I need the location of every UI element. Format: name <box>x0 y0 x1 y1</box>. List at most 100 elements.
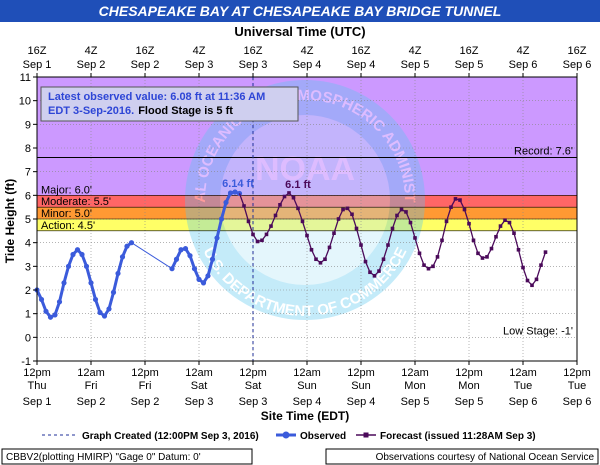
forecast-point <box>318 260 323 265</box>
x-axis-title: Site Time (EDT) <box>261 409 349 423</box>
y-tick-label: 11 <box>20 72 31 84</box>
forecast-point <box>422 263 426 267</box>
observed-point <box>43 308 49 314</box>
forecast-point <box>372 274 377 278</box>
observed-point <box>106 306 112 312</box>
top-tick-time-label: 16Z <box>244 45 263 57</box>
x-tick-date-label: Sep 6 <box>563 396 592 408</box>
forecast-point <box>255 239 260 244</box>
y-tick-label: 3 <box>25 261 31 273</box>
forecast-point <box>408 220 413 225</box>
action-label: Action: 4.5' <box>41 220 95 232</box>
latest-observed-box-frame <box>40 86 299 122</box>
observed-point <box>196 276 202 282</box>
top-tick-date-label: Sep 5 <box>401 59 430 71</box>
observed-point <box>223 199 229 206</box>
forecast-point <box>471 238 476 243</box>
forecast-point <box>431 264 435 269</box>
x-tick-time-label: 12am <box>77 367 105 379</box>
observed-point <box>65 263 72 269</box>
forecast-point <box>480 256 485 260</box>
observed-point <box>128 240 135 246</box>
grid-lines <box>37 77 577 361</box>
x-tick-date-label: Sep 3 <box>239 396 268 408</box>
y-tick-label: 5 <box>25 214 31 226</box>
top-tick-time-label: 16Z <box>136 45 155 57</box>
flood-stage-note: Flood Stage is 5 ft <box>138 105 233 117</box>
observed-point <box>232 189 238 195</box>
observed-point <box>52 312 58 318</box>
top-tick-time-label: 16Z <box>352 45 371 57</box>
forecast-point <box>381 257 386 262</box>
forecast-point <box>503 218 507 222</box>
y-tick-label: 8 <box>25 143 31 155</box>
forecast-point <box>296 206 300 211</box>
observed-point <box>74 247 81 253</box>
forecast-point <box>534 277 539 282</box>
x-tick-time-label: 12pm <box>455 367 483 379</box>
x-tick-day-label: Mon <box>404 380 425 392</box>
y-tick-label: 0 <box>25 332 31 344</box>
observed-point <box>124 243 130 249</box>
x-tick-day-label: Sat <box>191 380 208 392</box>
y-tick-label: 9 <box>25 119 31 131</box>
forecast-point <box>444 219 449 224</box>
credit-box <box>325 448 599 465</box>
observed-point <box>200 280 207 286</box>
forecast-point <box>305 233 309 238</box>
forecast-point <box>458 198 462 202</box>
forecast-point <box>350 212 354 217</box>
observed-point <box>88 280 94 286</box>
x-tick-time-label: 12pm <box>23 367 51 379</box>
top-tick-date-label: Sep 2 <box>77 59 106 71</box>
forecast-point <box>467 221 471 226</box>
forecast-point <box>521 265 525 270</box>
forecast-point <box>512 231 516 235</box>
legend-observed-label: Observed <box>300 431 346 442</box>
data-series <box>34 189 548 320</box>
x-tick-time-label: 12am <box>401 367 429 379</box>
top-tick-date-label: Sep 4 <box>347 59 376 71</box>
forecast-point <box>413 236 417 240</box>
forecast-point <box>516 247 521 252</box>
forecast-point <box>251 232 255 237</box>
forecast-point <box>309 247 314 252</box>
legend-created-label: Graph Created (12:00PM Sep 3, 2016) <box>82 431 259 442</box>
top-tick-date-label: Sep 3 <box>239 59 268 71</box>
legend-observed-marker <box>282 431 290 439</box>
credit-text: Observations courtesy of National Ocean … <box>376 452 595 463</box>
forecast-point <box>359 243 363 247</box>
forecast-point <box>287 191 291 195</box>
top-tick-time-label: 16Z <box>28 45 47 57</box>
forecast-point <box>377 269 381 273</box>
top-tick-time-label: 4Z <box>517 45 530 57</box>
observed-point <box>56 299 63 305</box>
x-tick-day-label: Mon <box>458 380 479 392</box>
observed-gap-line <box>131 242 173 270</box>
x-tick-date-label: Sep 2 <box>131 396 160 408</box>
top-tick-date-label: Sep 3 <box>185 59 214 71</box>
minor-label: Minor: 5.0' <box>41 208 92 220</box>
x-tick-date-label: Sep 5 <box>455 396 484 408</box>
footer: CBBV2(plotting HMIRP) "Gage 0" Datum: 0'… <box>1 448 599 465</box>
forecast-point <box>278 203 282 207</box>
top-tick-date-label: Sep 4 <box>293 59 322 71</box>
x-tick-time-label: 12pm <box>563 367 591 379</box>
top-axis-title: Universal Time (UTC) <box>234 24 365 39</box>
forecast-point <box>323 257 327 262</box>
forecast-point <box>354 226 359 231</box>
forecast-point <box>476 251 480 256</box>
observed-point <box>79 251 85 258</box>
forecast-point <box>363 259 368 264</box>
forecast-point <box>449 205 453 209</box>
y-axis-title: Tide Height (ft) <box>3 179 17 263</box>
forecast-point <box>525 278 530 283</box>
x-tick-time-label: 12pm <box>347 367 375 379</box>
forecast-point <box>404 210 408 214</box>
forecast-point <box>246 219 251 224</box>
forecast-point <box>314 257 318 262</box>
observed-point <box>101 313 108 319</box>
forecast-point <box>327 245 332 250</box>
x-tick-date-label: Sep 4 <box>347 396 376 408</box>
